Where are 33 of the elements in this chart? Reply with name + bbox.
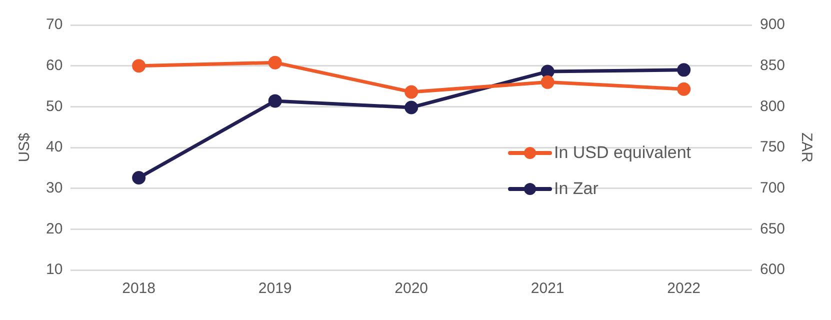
y-tick-label: 70 — [46, 16, 63, 34]
point — [132, 59, 146, 73]
y2-tick-label: 700 — [760, 179, 786, 196]
point — [268, 94, 282, 108]
y2-axis-title: ZAR — [798, 132, 815, 163]
x-tick-label: 2021 — [530, 280, 564, 298]
y2-tick-label: 650 — [760, 220, 786, 238]
point — [677, 82, 691, 96]
point — [268, 56, 282, 70]
y2-tick-label: 600 — [760, 261, 786, 278]
point — [132, 170, 146, 184]
y2-tick-label: 800 — [760, 98, 786, 115]
y-tick-label: 30 — [46, 179, 63, 196]
y-tick-label: 10 — [46, 261, 63, 278]
x-tick-label: 2020 — [394, 280, 428, 298]
point — [404, 85, 418, 99]
y2-tick-label: 900 — [760, 16, 786, 34]
point — [540, 75, 554, 89]
point — [677, 63, 691, 77]
y2-tick-label: 750 — [760, 138, 786, 156]
point — [540, 64, 554, 78]
y2-tick-label: 850 — [760, 56, 786, 74]
y-tick-label: 20 — [46, 220, 63, 238]
legend-label: In Zar — [554, 179, 598, 199]
x-tick-label: 2018 — [122, 280, 156, 298]
y-axis-title: US$ — [16, 132, 34, 162]
y-tick-label: 60 — [46, 56, 63, 74]
point — [404, 100, 418, 114]
x-tick-label: 2019 — [258, 280, 292, 298]
y-tick-label: 50 — [46, 98, 63, 115]
legend-label: In USD equivalent — [554, 143, 692, 163]
y-tick-label: 40 — [46, 138, 63, 156]
x-tick-label: 2022 — [667, 280, 701, 298]
